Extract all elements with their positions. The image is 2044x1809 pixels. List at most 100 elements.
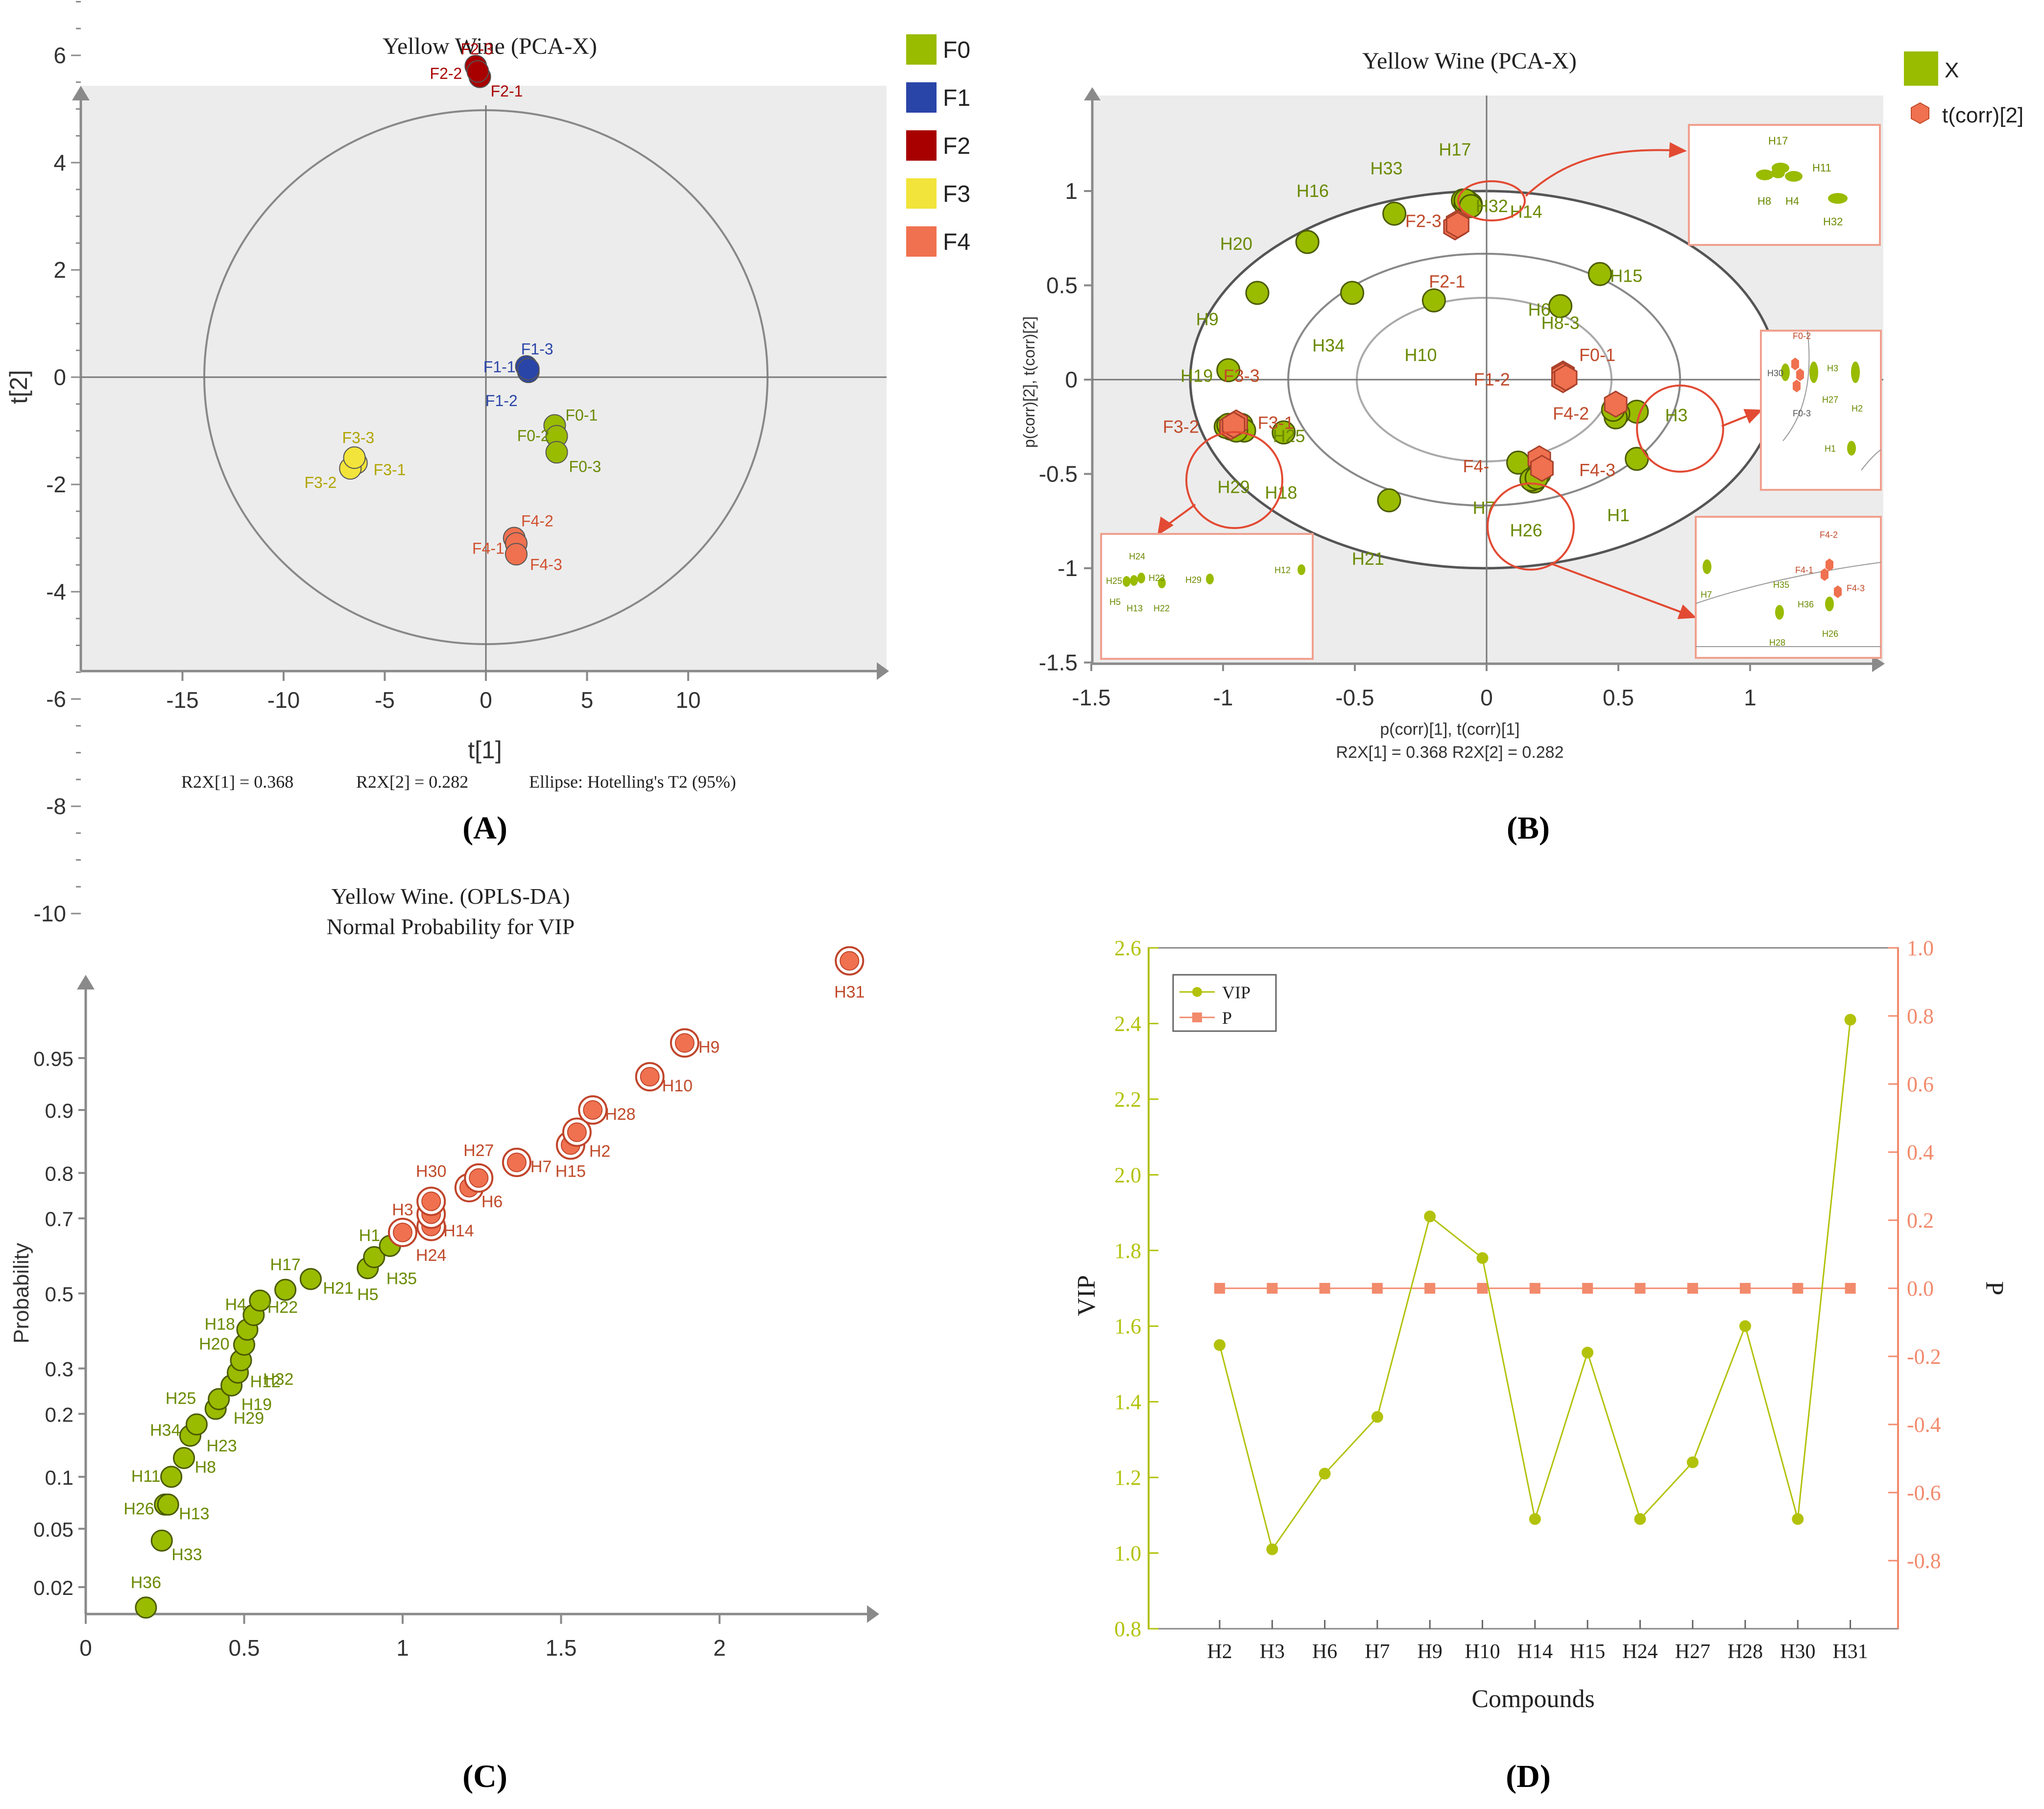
panel-a-yaxis-arrow — [72, 86, 90, 100]
panel-label-b: (B) — [1507, 810, 1550, 846]
panel-c-ytick-label: 0.5 — [45, 1282, 73, 1305]
panel-a-legend: F0 F1 F2 F3 F4 — [906, 34, 970, 257]
panel-d-right-tick-label: 0.0 — [1907, 1277, 1934, 1301]
inset-right-label: H3 — [1827, 363, 1838, 373]
panel-a: Yellow Wine (PCA-X) -15 -10 -5 0 5 10 -10 -8 -6 -… — [5, 1, 970, 926]
inset-right-label: H27 — [1822, 395, 1838, 405]
panel-a-xaxis-arrow — [877, 662, 889, 680]
panel-c-point-label: H33 — [171, 1545, 202, 1564]
panel-c-ytick-label: 0.02 — [33, 1576, 73, 1599]
legend-label-f1: F1 — [943, 85, 970, 111]
inset-left-label: H25 — [1106, 576, 1122, 586]
panel-b-ytick-label: 0.5 — [1046, 273, 1078, 298]
panel-b-highlights — [1157, 142, 1763, 619]
panel-c-point-H36 — [135, 1596, 157, 1619]
panel-c-point-H7 — [506, 1152, 527, 1172]
panel-c-xtick-label: 2 — [713, 1635, 726, 1661]
panel-a-ytick-label: -10 — [34, 901, 66, 926]
panel-b-label-H10: H10 — [1404, 345, 1437, 365]
panel-c-point-H23 — [185, 1413, 208, 1436]
highlight-right — [1636, 385, 1724, 473]
panel-c-point-label: H8 — [195, 1458, 216, 1477]
panel-d-left-tick-label: 2.4 — [1114, 1012, 1141, 1036]
panel-b-variable-H20 — [1295, 230, 1320, 254]
panel-d-category-label: H14 — [1517, 1640, 1553, 1663]
legend-swatch-f2 — [906, 130, 937, 161]
inset-bottom-label: F4-2 — [1820, 530, 1838, 540]
panel-c-point-H2 — [567, 1122, 587, 1142]
panel-d-vip-marker — [1634, 1513, 1646, 1525]
panel-b-variable-H10 — [1421, 288, 1446, 313]
panel-b-label-H14: H14 — [1510, 201, 1542, 221]
panel-b-label-H8-3: H8-3 — [1541, 313, 1580, 333]
legend-p-marker — [1192, 1013, 1202, 1022]
panel-c-point-H3 — [393, 1222, 412, 1242]
panel-label-c: (C) — [462, 1759, 507, 1794]
inset-right-label: H2 — [1852, 404, 1863, 413]
panel-c-point-label: H17 — [270, 1255, 300, 1274]
inset-top: H17 H11 H8 H4 H32 — [1688, 124, 1881, 246]
inset-bottom-label: H35 — [1773, 580, 1789, 590]
inset-bottom-label: H36 — [1798, 600, 1814, 609]
inset-left-label: H29 — [1185, 575, 1202, 585]
panel-c: Yellow Wine. (OPLS-DA) Normal Probabilit… — [9, 884, 879, 1794]
panel-b-label-F3-2: F3-2 — [1163, 416, 1199, 436]
panel-b-label-F3-3: F3-3 — [1224, 365, 1260, 386]
panel-c-point-label: H31 — [834, 983, 865, 1002]
panel-a-point-F4-3 — [505, 543, 528, 566]
panel-d-right-tick-label: 0.2 — [1907, 1208, 1934, 1232]
panel-b-label-H3: H3 — [1665, 405, 1687, 425]
panel-d-p-marker — [1740, 1283, 1751, 1294]
panel-c-point-H11 — [160, 1466, 183, 1488]
panel-c-xtick-label: 0.5 — [229, 1635, 260, 1661]
panel-d-category-label: H2 — [1207, 1640, 1232, 1663]
panel-c-point-label: H24 — [416, 1246, 446, 1265]
legend-swatch-f1 — [906, 82, 937, 113]
inset-left-label: H12 — [1274, 565, 1291, 575]
panel-b-xtick-label: -1 — [1213, 685, 1233, 710]
legend-vip-marker — [1192, 987, 1202, 997]
panel-a-point-label: F3-1 — [374, 461, 406, 479]
panel-b-label-H1: H1 — [1607, 505, 1630, 525]
panel-d-xlabel: Compounds — [1471, 1685, 1594, 1713]
panel-b-label-H9: H9 — [1196, 309, 1219, 329]
panel-a-xtick-label: -15 — [166, 687, 198, 713]
panel-c-point-label: H12 — [250, 1373, 281, 1391]
panel-b-ylabel: p(corr)[2], t(corr)[2] — [1020, 316, 1038, 448]
panel-b-label-H20: H20 — [1220, 234, 1252, 254]
panel-d-right-tick-label: -0.6 — [1907, 1481, 1941, 1505]
panel-b-legend: X t(corr)[2] — [1904, 51, 2023, 127]
legend-label-f3: F3 — [943, 181, 970, 207]
panel-d-right-tick-label: 0.4 — [1907, 1140, 1934, 1164]
panel-d-right-tick-label: 1.0 — [1907, 936, 1934, 960]
panel-b-observation-F1-3 — [1554, 364, 1578, 391]
panel-a-point-label: F3-2 — [304, 474, 337, 491]
panel-d-right-tick-label: 0.6 — [1907, 1072, 1934, 1096]
panel-b-label-H17: H17 — [1439, 139, 1471, 159]
panel-b-label-H29: H29 — [1217, 477, 1250, 497]
inset-right-label: F0-3 — [1793, 409, 1811, 418]
panel-c-point-label: H36 — [131, 1573, 161, 1592]
panel-d-category-label: H3 — [1260, 1640, 1285, 1663]
panel-d-p-marker — [1635, 1283, 1646, 1294]
panel-b-observation-F3-3 — [1222, 411, 1246, 439]
panel-d-category-label: H30 — [1780, 1640, 1815, 1663]
panel-b-label-H34: H34 — [1312, 336, 1345, 356]
panel-d-category-label: H6 — [1312, 1640, 1337, 1663]
panel-a-title: Yellow Wine (PCA-X) — [383, 33, 597, 59]
panel-b-label-F2-3: F2-3 — [1405, 211, 1442, 231]
panel-c-point-label: H20 — [199, 1335, 229, 1353]
panel-d-category-label: H27 — [1675, 1640, 1710, 1663]
panel-a-xtick-label: 10 — [675, 687, 700, 713]
panel-a-point-label: F1-2 — [485, 392, 518, 410]
panel-a-point-F2-3 — [466, 60, 489, 83]
panel-b-ytick-label: 1 — [1065, 178, 1078, 204]
panel-a-point-label: F0-2 — [517, 427, 550, 444]
panel-c-point-label: H11 — [131, 1467, 161, 1486]
panel-d-category-label: H31 — [1832, 1640, 1868, 1663]
inset-left-label: H5 — [1109, 597, 1121, 607]
panel-b-label-F2-1: F2-1 — [1429, 271, 1465, 291]
panel-a-plot-area — [81, 86, 887, 671]
panel-b-variable-H19 — [1216, 358, 1241, 383]
